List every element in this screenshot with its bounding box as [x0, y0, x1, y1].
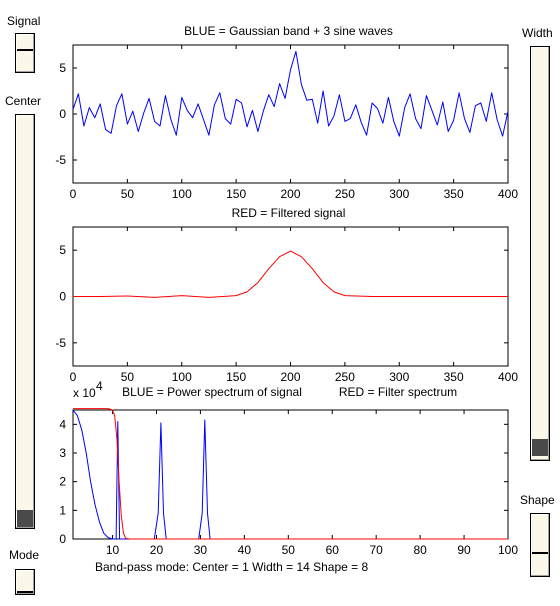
- x-tick-label: 400: [498, 187, 518, 201]
- x-tick-label: 200: [280, 187, 300, 201]
- x-tick-label: 70: [370, 543, 384, 557]
- mode-slider[interactable]: [15, 569, 35, 595]
- signal-slider[interactable]: [15, 33, 35, 73]
- chart-title: BLUE = Power spectrum of signal: [122, 385, 302, 399]
- status-line: Band-pass mode: Center = 1 Width = 14 Sh…: [95, 560, 369, 574]
- chart-title: BLUE = Gaussian band + 3 sine waves: [184, 24, 393, 38]
- mode-slider-thumb[interactable]: [17, 591, 33, 593]
- x-tick-label: 100: [172, 187, 192, 201]
- y-tick-label: 4: [59, 417, 66, 431]
- x-tick-label: 250: [335, 187, 355, 201]
- x-tick-label: 50: [121, 370, 135, 384]
- x-tick-label: 40: [238, 543, 252, 557]
- y-exponent-power: 4: [96, 379, 103, 393]
- x-tick-label: 300: [389, 370, 409, 384]
- series-line-1: [72, 409, 508, 540]
- chart-3: [72, 408, 509, 540]
- shape-slider-thumb[interactable]: [532, 552, 548, 554]
- shape-slider[interactable]: [530, 513, 550, 577]
- plot-frame: [72, 44, 509, 184]
- x-tick-label: 200: [280, 370, 300, 384]
- x-tick-label: 100: [172, 370, 192, 384]
- x-tick-label: 350: [444, 370, 464, 384]
- x-tick-label: 50: [121, 187, 135, 201]
- y-tick-label: 3: [59, 446, 66, 460]
- shape-label: Shape: [520, 493, 555, 507]
- x-tick-label: 150: [226, 187, 246, 201]
- x-tick-label: 300: [389, 187, 409, 201]
- mode-label: Mode: [9, 548, 40, 562]
- x-tick-label: 400: [498, 370, 518, 384]
- signal-label: Signal: [7, 14, 41, 28]
- y-tick-label: -5: [55, 153, 66, 167]
- y-tick-label: 0: [59, 532, 66, 546]
- x-tick-label: 60: [326, 543, 340, 557]
- x-tick-label: 150: [226, 370, 246, 384]
- x-tick-label: 50: [282, 543, 296, 557]
- y-tick-label: -5: [55, 336, 66, 350]
- x-tick-label: 100: [498, 543, 518, 557]
- x-tick-label: 30: [194, 543, 208, 557]
- plot-frame: [72, 409, 509, 540]
- chart-title-2: RED = Filter spectrum: [339, 385, 457, 399]
- center-label: Center: [5, 94, 42, 108]
- center-slider-thumb[interactable]: [17, 510, 33, 527]
- x-tick-label: 0: [70, 370, 77, 384]
- chart-1: [72, 44, 509, 184]
- x-tick-label: 80: [413, 543, 427, 557]
- y-tick-label: 1: [59, 503, 66, 517]
- x-tick-label: 10: [106, 543, 120, 557]
- width-label: Width: [522, 26, 553, 40]
- width-slider[interactable]: [530, 46, 550, 461]
- y-tick-label: 5: [59, 243, 66, 257]
- y-tick-label: 5: [59, 61, 66, 75]
- width-slider-thumb[interactable]: [532, 439, 548, 456]
- x-tick-label: 20: [150, 543, 164, 557]
- x-tick-label: 0: [70, 187, 77, 201]
- y-tick-label: 0: [59, 107, 66, 121]
- chart-2: [72, 226, 509, 367]
- x-tick-label: 90: [457, 543, 471, 557]
- center-slider[interactable]: [15, 114, 35, 529]
- y-tick-label: 2: [59, 475, 66, 489]
- series-line-1: [73, 250, 508, 298]
- chart-title: RED = Filtered signal: [232, 206, 346, 220]
- x-tick-label: 250: [335, 370, 355, 384]
- series-line-2: [73, 408, 508, 540]
- x-tick-label: 350: [444, 187, 464, 201]
- y-exponent-base: x 10: [73, 386, 96, 400]
- signal-slider-thumb[interactable]: [17, 49, 33, 51]
- series-line-1: [72, 50, 509, 137]
- y-tick-label: 0: [59, 290, 66, 304]
